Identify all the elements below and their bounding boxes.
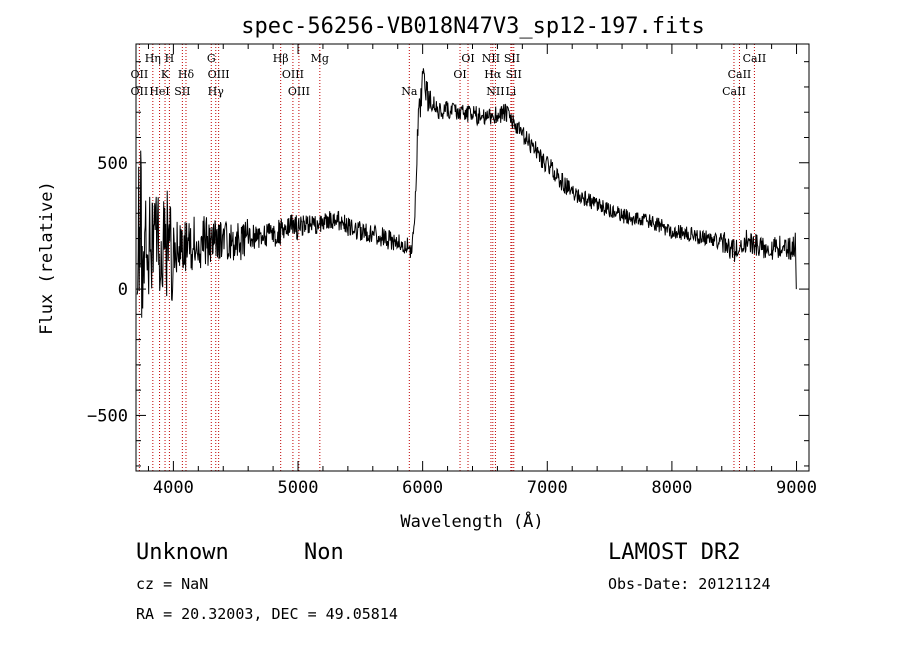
y-tick-label: 0 [118, 280, 128, 300]
spectral-line-label: NII [486, 85, 504, 98]
x-tick-label: 5000 [278, 478, 319, 498]
spectral-line-label: Hγ [208, 85, 225, 98]
coordinates-label: RA = 20.32003, DEC = 49.05814 [136, 605, 398, 623]
spectral-line-label: SII [174, 85, 190, 98]
spectral-line-label: OI [461, 52, 474, 65]
spectral-line-label: K [161, 68, 170, 81]
spectral-line-label: Hδ [178, 68, 195, 81]
axes: 4000 5000 6000 7000 8000 9000 −500 0 500 [87, 44, 817, 498]
spectral-line-label: SII [504, 52, 520, 65]
classification-label: Unknown [136, 540, 229, 565]
x-axis-title: Wavelength (Å) [400, 510, 543, 532]
chart-title: spec-56256-VB018N47V3_sp12-197.fits [241, 14, 705, 39]
spectral-line-label: OII [131, 85, 149, 98]
spectral-line-label: HeI [149, 85, 169, 98]
spectral-line-label: Hη [145, 52, 161, 65]
spectral-line-label: Li [505, 85, 516, 98]
spectral-line-label: Hα [484, 68, 502, 81]
plot-frame [135, 43, 810, 472]
survey-label: LAMOST DR2 [608, 540, 740, 565]
spectral-line-label: G [207, 52, 216, 65]
spectral-line-label: Hβ [273, 52, 289, 65]
spectral-line-label: OI [453, 68, 466, 81]
x-tick-label: 6000 [402, 478, 443, 498]
y-axis-title: Flux (relative) [37, 181, 57, 335]
subclass-label: Non [304, 540, 344, 565]
spectral-line-label: Mg [311, 52, 329, 65]
x-tick-label: 8000 [651, 478, 692, 498]
flux-series [136, 68, 797, 318]
spectral-line-label: NII [482, 52, 500, 65]
spectral-line-label: CaII [722, 85, 746, 98]
spectral-line-label: CaII [728, 68, 752, 81]
spectral-line-labels: Hη HK OII Hδ OII HeI SII G OIII Hγ Hβ Mg OIII OIII Na O… [131, 52, 767, 98]
spectral-line-label: OIII [282, 68, 304, 81]
spectral-line-label: SII [506, 68, 522, 81]
x-tick-label: 4000 [153, 478, 194, 498]
x-tick-label: 7000 [527, 478, 568, 498]
spectral-line-label: CaII [743, 52, 767, 65]
spectral-line-label: OIII [288, 85, 310, 98]
spectral-line-label: OIII [208, 68, 230, 81]
y-tick-label: −500 [87, 406, 128, 426]
spectral-line-label: Na [401, 85, 418, 98]
spectral-line-label: H [165, 52, 175, 65]
x-tick-label: 9000 [776, 478, 817, 498]
flux-line [136, 68, 797, 318]
y-tick-label: 500 [97, 154, 128, 174]
cz-label: cz = NaN [136, 575, 208, 593]
obs-date-label: Obs-Date: 20121124 [608, 575, 771, 593]
spectral-line-label: OII [131, 68, 149, 81]
